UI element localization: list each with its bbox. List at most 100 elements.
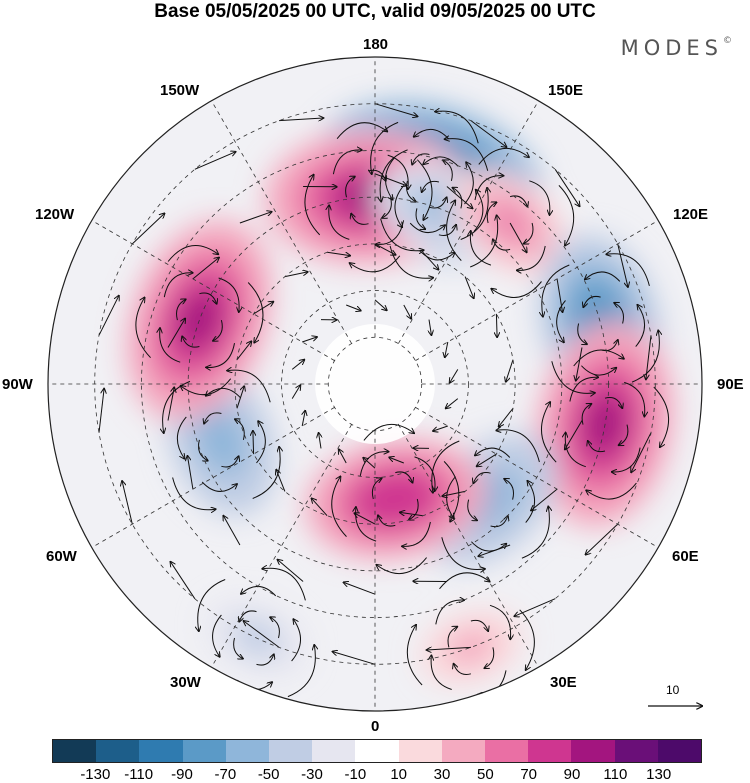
colorbar-tick-label: -30 (301, 766, 323, 783)
wind-arrow (239, 610, 257, 622)
wind-arrow (467, 499, 477, 521)
wind-arrow (350, 255, 401, 273)
wind-arrow (604, 397, 622, 409)
colorbar-tick-label: -110 (124, 766, 154, 783)
wind-arrow (435, 111, 479, 144)
wind-arrow (558, 185, 575, 245)
wind-arrow (160, 328, 181, 363)
wind-arrow (319, 433, 321, 449)
wind-arrow (403, 304, 411, 319)
wind-arrow (163, 273, 192, 298)
wind-arrow (496, 430, 540, 463)
lon-label-120e: 120E (673, 206, 709, 223)
wind-arrow (521, 507, 550, 559)
wind-arrow (236, 341, 251, 361)
colorbar-cell (182, 740, 226, 762)
wind-arrow (371, 478, 381, 500)
lon-label-180: 180 (363, 36, 389, 53)
wind-arrow (213, 319, 223, 341)
wind-arrow (131, 214, 164, 245)
colorbar-cell (571, 740, 615, 762)
wind-arrow (586, 523, 619, 554)
positive-anomaly (369, 481, 421, 517)
wind-arrow (176, 416, 187, 459)
colorbar-cell (441, 740, 486, 762)
wind-arrow (653, 386, 670, 447)
wind-arrow (395, 471, 412, 483)
wind-arrow (460, 188, 489, 240)
wind-arrow (302, 411, 305, 427)
wind-arrow (409, 498, 419, 520)
wind-arrow (447, 627, 457, 648)
lon-label-120w: 120W (35, 206, 75, 223)
wind-arrow (252, 447, 280, 499)
wind-arrow (377, 557, 427, 574)
wind-arrow (221, 456, 238, 468)
colorbar-tick-label: 110 (603, 766, 628, 783)
wind-arrow (412, 153, 430, 165)
wind-arrow (617, 243, 628, 287)
wind-arrow (470, 120, 507, 147)
wind-arrow (331, 477, 347, 537)
wind-arrow (554, 169, 579, 206)
wind-arrow (374, 243, 396, 255)
wind-arrow (427, 647, 471, 650)
wind-arrow (489, 604, 511, 639)
wind-arrow (356, 507, 377, 542)
colorbar-cell (53, 740, 97, 762)
colorbar-tick-label: -50 (257, 766, 280, 783)
latitude-circle (187, 196, 563, 572)
wind-arrow (431, 656, 452, 690)
wind-arrow (525, 481, 536, 523)
wind-arrow (631, 331, 659, 383)
colorbar-tick-label: 70 (520, 766, 537, 783)
lon-label-30e: 30E (550, 674, 577, 691)
reference-vector-label: 10 (666, 683, 680, 697)
colorbar-tick-label: -10 (344, 766, 367, 783)
wind-arrow (270, 617, 280, 639)
wind-arrow (253, 431, 254, 455)
wind-arrow (206, 343, 235, 367)
wind-arrow (606, 254, 650, 287)
latitude-circle (281, 290, 469, 478)
wind-arrow (517, 245, 546, 270)
wind-arrow (239, 212, 272, 224)
lon-label-90e: 90E (717, 376, 744, 393)
wind-arrow (188, 456, 194, 490)
wind-arrow (473, 472, 491, 484)
wind-arrow (470, 619, 488, 631)
wind-arrow (453, 188, 463, 209)
wind-arrow (244, 621, 280, 648)
colorbar (52, 739, 702, 763)
wind-arrow (181, 378, 232, 396)
wind-arrow (192, 258, 219, 280)
wind-arrow (287, 645, 315, 698)
meridian-line (398, 424, 539, 668)
wind-arrow (551, 361, 595, 393)
wind-arrow (442, 490, 466, 496)
latitude-circle (234, 243, 516, 525)
colorbar-cell (398, 740, 442, 762)
wind-arrow (624, 381, 645, 416)
wind-arrow (302, 337, 317, 343)
wind-arrow (435, 600, 464, 625)
wind-arrow (515, 598, 556, 617)
wind-arrow (445, 139, 489, 171)
colorbar-cell (614, 740, 658, 762)
wind-arrow (474, 176, 503, 201)
wind-arrow (509, 222, 526, 252)
wind-arrow (499, 407, 514, 426)
wind-arrow (470, 231, 492, 266)
wind-arrow (446, 398, 459, 409)
colorbar-tick-label: 90 (563, 766, 581, 783)
wind-arrow (619, 424, 629, 446)
wind-arrow (486, 202, 496, 224)
meridian-line (211, 100, 352, 344)
map-title: Base 05/05/2025 00 UTC, valid 09/05/2025… (154, 1, 596, 22)
negative-anomaly (205, 418, 237, 462)
wind-arrow (423, 156, 459, 167)
wind-arrow (236, 386, 244, 409)
colorbar-cell (269, 740, 313, 762)
colorbar-cell (528, 740, 572, 762)
